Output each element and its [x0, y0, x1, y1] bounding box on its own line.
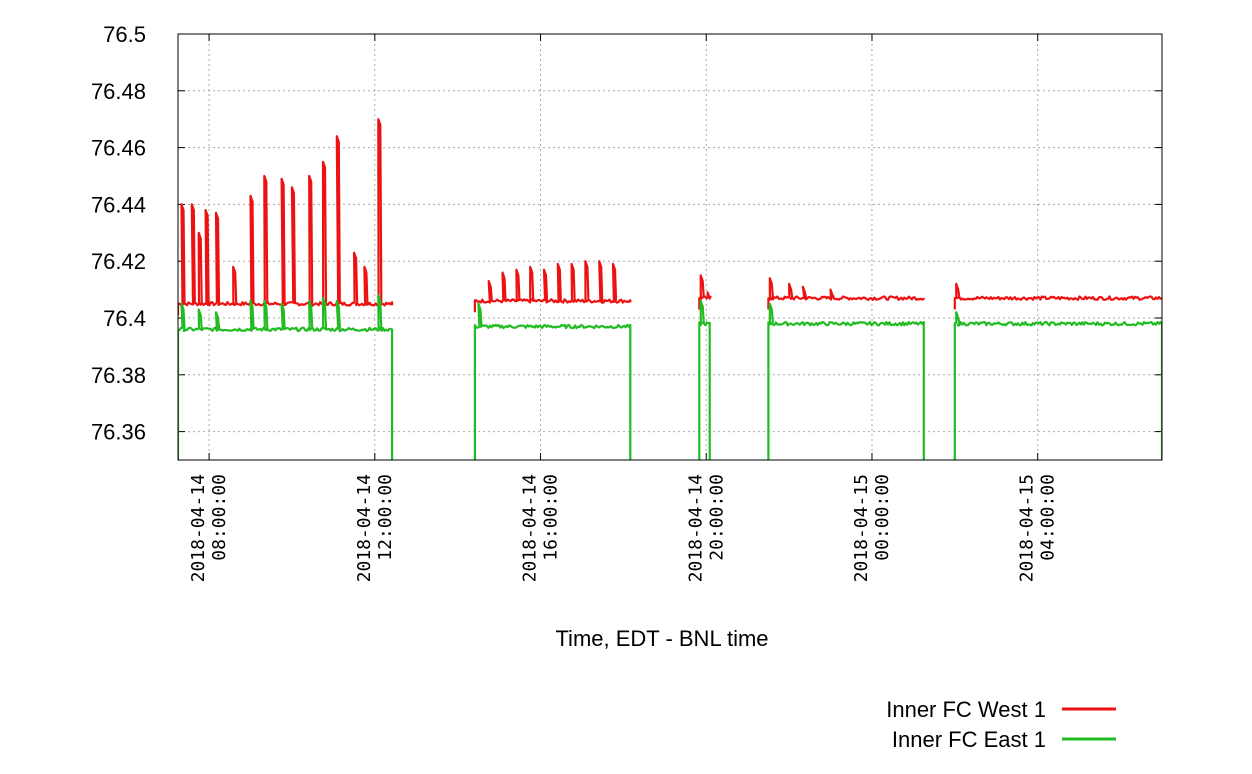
y-tick-label: 76.48 [91, 79, 146, 104]
x-tick-date: 2018-04-14 [354, 474, 375, 582]
x-tick-date: 2018-04-14 [685, 474, 706, 582]
legend-label: Inner FC West 1 [886, 697, 1046, 722]
series-west-line [698, 274, 712, 310]
x-tick-time: 08:00:00 [209, 474, 230, 561]
legend-label: Inner FC East 1 [892, 727, 1046, 752]
y-tick-label: 76.4 [103, 306, 146, 331]
x-tick-label: 2018-04-14 08:00:00 [188, 474, 230, 582]
series-east-line [767, 302, 925, 460]
x-tick-date: 2018-04-14 [188, 474, 209, 582]
y-tick-label: 76.38 [91, 363, 146, 388]
plot-frame [177, 33, 1163, 461]
series-east-line [698, 299, 711, 460]
x-tick-time: 00:00:00 [872, 474, 893, 561]
grid-lines [178, 34, 1162, 460]
series-west-line [767, 277, 925, 310]
y-tick-label: 76.5 [103, 22, 146, 47]
x-tick-label: 2018-04-14 16:00:00 [520, 474, 562, 582]
x-tick-date: 2018-04-15 [1017, 474, 1038, 582]
series-lines [178, 118, 1162, 460]
x-tick-time: 20:00:00 [706, 474, 727, 561]
x-tick-time: 16:00:00 [541, 474, 562, 561]
y-tick-label: 76.44 [91, 192, 146, 217]
x-tick-time: 12:00:00 [375, 474, 396, 561]
series-west-line [178, 118, 394, 316]
x-axis-ticks: 2018-04-14 08:00:00 2018-04-14 12:00:00 2018… [188, 34, 1059, 582]
x-tick-label: 2018-04-15 04:00:00 [1017, 474, 1059, 582]
series-east-line [473, 302, 632, 460]
series-west-line [473, 260, 632, 313]
x-tick-label: 2018-04-14 20:00:00 [685, 474, 727, 582]
series-west-line [953, 282, 1162, 310]
y-axis-ticks: 76.36 76.38 76.4 76.42 76.44 76.46 76.48 76.5 [91, 22, 1162, 445]
x-tick-time: 04:00:00 [1038, 474, 1059, 561]
x-axis-title: Time, EDT - BNL time [555, 626, 768, 651]
series-east-line [953, 311, 1162, 460]
y-tick-label: 76.42 [91, 249, 146, 274]
series-east-line [178, 294, 394, 460]
x-tick-date: 2018-04-15 [851, 474, 872, 582]
legend: Inner FC West 1 Inner FC East 1 [886, 697, 1116, 752]
x-tick-label: 2018-04-15 00:00:00 [851, 474, 893, 582]
y-tick-label: 76.36 [91, 420, 146, 445]
x-tick-label: 2018-04-14 12:00:00 [354, 474, 396, 582]
y-tick-label: 76.46 [91, 136, 146, 161]
x-tick-date: 2018-04-14 [520, 474, 541, 582]
